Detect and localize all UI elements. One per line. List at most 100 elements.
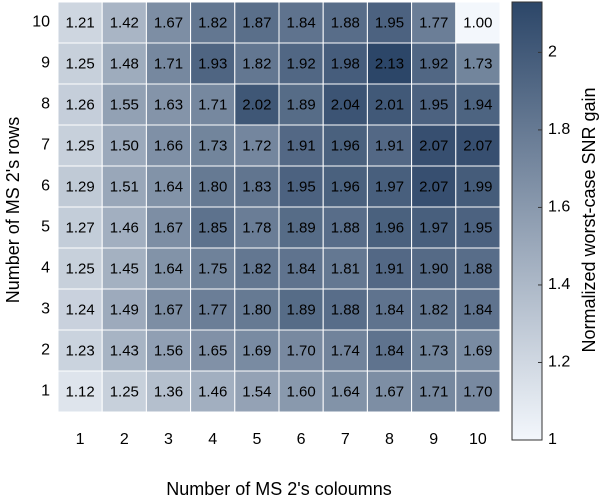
cell-label: 1.71 <box>419 383 448 400</box>
heatmap-cell <box>101 1 147 44</box>
heatmap-cell <box>190 165 236 208</box>
heatmap-cell <box>455 1 501 44</box>
x-tick-label: 5 <box>252 431 261 448</box>
cell-label: 2.02 <box>242 96 271 113</box>
cell-label: 1.82 <box>242 260 271 277</box>
heatmap-cell <box>278 1 324 44</box>
cell-label: 2.07 <box>419 178 448 195</box>
cell-label: 1.89 <box>286 96 315 113</box>
cell-label: 1.55 <box>110 96 139 113</box>
x-axis-title: Number of MS 2's coloumns <box>166 479 392 499</box>
cell-label: 1.60 <box>286 383 315 400</box>
heatmap-cell <box>411 124 457 167</box>
cell-label: 1.71 <box>198 96 227 113</box>
cell-label: 2.13 <box>375 55 404 72</box>
cell-label: 1.46 <box>198 383 227 400</box>
cell-label: 1.84 <box>375 342 404 359</box>
heatmap-cell <box>366 1 413 44</box>
heatmap-cell <box>455 42 501 85</box>
heatmap-cell <box>322 1 368 44</box>
cell-label: 1.63 <box>154 96 183 113</box>
cell-label: 1.25 <box>65 137 94 154</box>
heatmap-cell <box>411 288 457 331</box>
cell-label: 1.67 <box>154 14 183 31</box>
cell-label: 1.95 <box>286 178 315 195</box>
cell-label: 1.80 <box>198 178 227 195</box>
heatmap-cell <box>366 247 413 290</box>
cell-label: 1.90 <box>419 260 448 277</box>
cell-label: 1.93 <box>198 55 227 72</box>
heatmap-cell <box>455 165 501 208</box>
cell-label: 1.96 <box>331 178 360 195</box>
heatmap-cell <box>322 206 368 249</box>
heatmap-cell <box>455 83 501 126</box>
cell-label: 1.72 <box>242 137 271 154</box>
heatmap-cell <box>234 1 280 44</box>
colorbar-tick-label: 1.2 <box>548 354 570 371</box>
cell-label: 1.91 <box>375 137 404 154</box>
heatmap-cell <box>411 206 457 249</box>
heatmap-cell <box>322 288 368 331</box>
heatmap-cell <box>411 42 457 85</box>
colorbar-tick-label: 1 <box>548 431 557 448</box>
cell-label: 1.84 <box>286 14 315 31</box>
heatmap-cell <box>366 329 413 372</box>
heatmap-cell <box>411 329 457 372</box>
y-tick-label: 6 <box>41 178 50 195</box>
cell-label: 1.82 <box>198 14 227 31</box>
heatmap-cell <box>234 42 280 85</box>
cell-label: 1.81 <box>331 260 360 277</box>
cell-label: 1.46 <box>110 219 139 236</box>
heatmap-cell <box>234 247 280 290</box>
cell-label: 1.42 <box>110 14 139 31</box>
cell-label: 1.69 <box>463 342 492 359</box>
heatmap-cell <box>234 83 280 126</box>
heatmap-cell <box>366 288 413 331</box>
heatmap-cell <box>57 288 103 331</box>
cell-label: 1.89 <box>286 219 315 236</box>
cell-label: 1.29 <box>65 178 94 195</box>
x-tick-label: 10 <box>469 431 487 448</box>
heatmap-cell <box>57 1 103 44</box>
heatmap-cell <box>190 1 236 44</box>
cell-label: 1.00 <box>463 14 492 31</box>
colorbar-tick-label: 1.4 <box>548 276 570 293</box>
cell-label: 1.73 <box>198 137 227 154</box>
cell-label: 1.89 <box>286 301 315 318</box>
y-tick-label: 9 <box>41 55 50 72</box>
x-tick-label: 6 <box>297 431 306 448</box>
heatmap-cell <box>366 206 413 249</box>
cell-label: 1.95 <box>375 14 404 31</box>
heatmap-cell <box>57 124 103 167</box>
heatmap-cell <box>278 42 324 85</box>
heatmap-cell <box>190 83 236 126</box>
colorbar-tick-label: 1.6 <box>548 199 570 216</box>
cell-label: 1.95 <box>419 96 448 113</box>
cell-label: 1.36 <box>154 383 183 400</box>
cell-label: 1.27 <box>65 219 94 236</box>
heatmap-cell <box>57 370 103 413</box>
cell-label: 1.75 <box>198 260 227 277</box>
cell-label: 1.87 <box>242 14 271 31</box>
cell-label: 1.24 <box>65 301 94 318</box>
cell-label: 1.94 <box>463 96 492 113</box>
heatmap-cell <box>278 329 324 372</box>
cell-label: 2.07 <box>419 137 448 154</box>
y-tick-label: 10 <box>32 14 50 31</box>
heatmap-cell <box>234 206 280 249</box>
heatmap-cell <box>145 329 192 372</box>
colorbar-title: Normalized worst-case SNR gain <box>579 87 599 352</box>
heatmap-cell <box>101 124 147 167</box>
heatmap-cell <box>278 83 324 126</box>
heatmap-cell <box>366 370 413 413</box>
heatmap-cell <box>101 329 147 372</box>
y-tick-label: 2 <box>41 342 50 359</box>
cell-label: 1.23 <box>65 342 94 359</box>
heatmap-cell <box>366 124 413 167</box>
cell-label: 1.74 <box>331 342 360 359</box>
cell-label: 1.73 <box>463 55 492 72</box>
heatmap-cell <box>101 370 147 413</box>
cell-label: 1.65 <box>198 342 227 359</box>
cell-label: 1.25 <box>65 55 94 72</box>
heatmap-cell <box>190 247 236 290</box>
